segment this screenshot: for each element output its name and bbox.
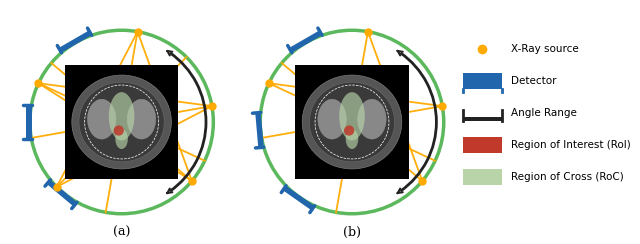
Ellipse shape	[358, 99, 386, 139]
Ellipse shape	[114, 125, 124, 136]
Text: Region of Cross (RoC): Region of Cross (RoC)	[511, 172, 624, 182]
Text: Angle Range: Angle Range	[511, 108, 577, 118]
Polygon shape	[289, 30, 322, 53]
Text: (b): (b)	[343, 226, 361, 239]
Ellipse shape	[318, 99, 346, 139]
Ellipse shape	[109, 92, 134, 141]
Ellipse shape	[115, 129, 128, 149]
Polygon shape	[59, 30, 92, 53]
Polygon shape	[283, 186, 315, 210]
Polygon shape	[255, 112, 264, 148]
Ellipse shape	[79, 82, 164, 162]
Text: Region of Interest (RoI): Region of Interest (RoI)	[511, 140, 631, 150]
Bar	[65, 65, 179, 179]
Bar	[463, 117, 502, 121]
Bar	[463, 137, 502, 153]
Polygon shape	[26, 105, 31, 139]
Ellipse shape	[88, 99, 116, 139]
Text: X-Ray source: X-Ray source	[511, 44, 579, 54]
Ellipse shape	[344, 125, 355, 136]
Ellipse shape	[309, 82, 395, 162]
Ellipse shape	[339, 92, 365, 141]
Ellipse shape	[302, 75, 402, 169]
Bar	[463, 73, 502, 89]
Text: Detector: Detector	[511, 76, 556, 86]
Bar	[463, 169, 502, 185]
Ellipse shape	[72, 75, 172, 169]
Ellipse shape	[346, 129, 358, 149]
Ellipse shape	[127, 99, 156, 139]
Bar	[295, 65, 409, 179]
Text: (a): (a)	[113, 226, 131, 239]
Polygon shape	[47, 180, 77, 206]
